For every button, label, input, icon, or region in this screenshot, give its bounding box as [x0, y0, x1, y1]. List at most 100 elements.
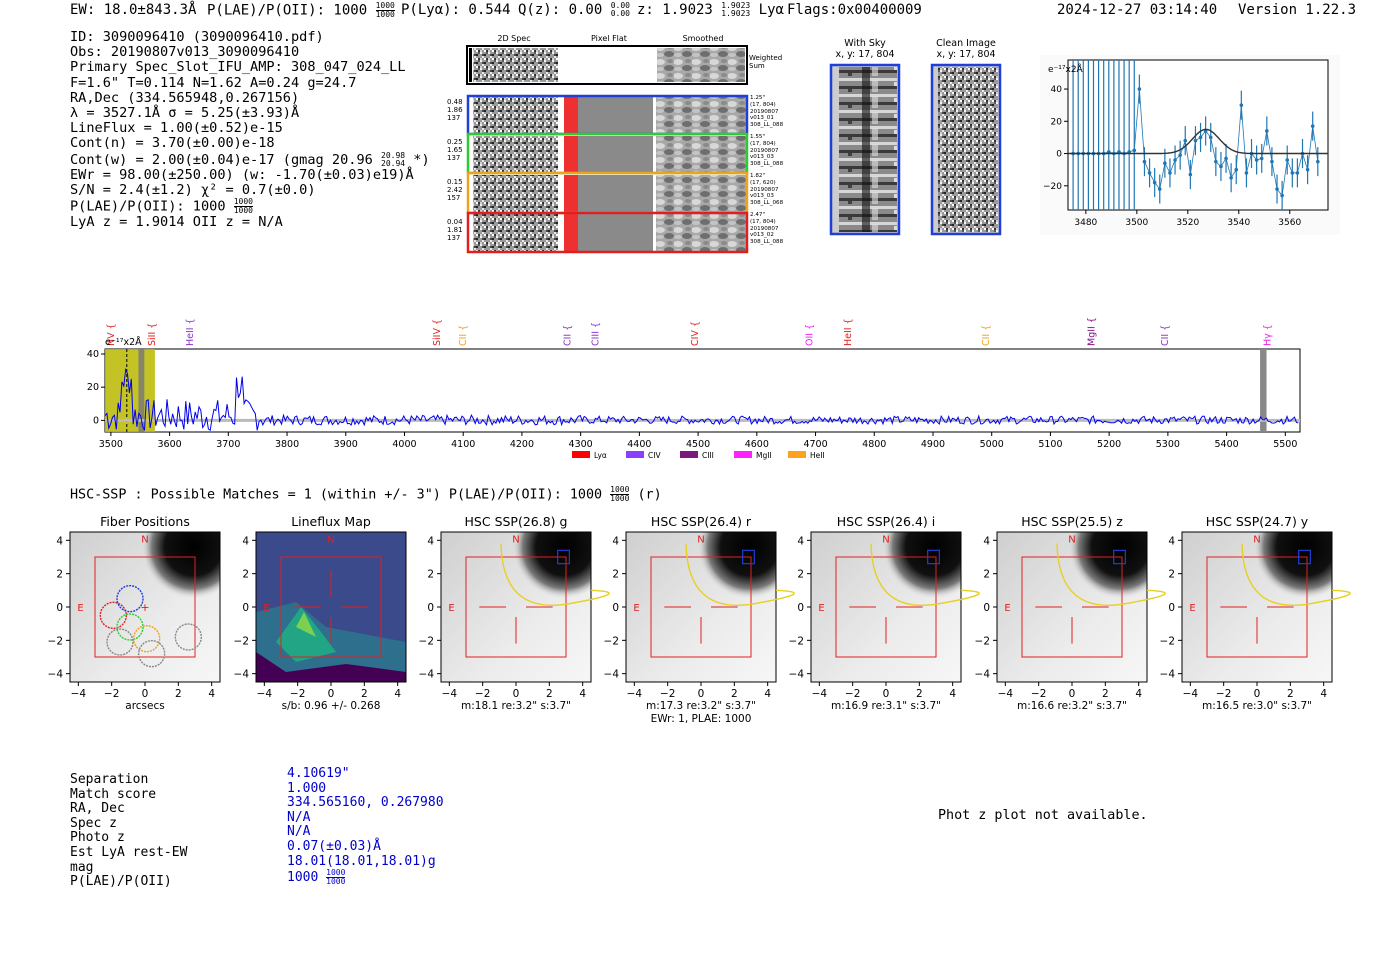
- match-box: [557, 549, 570, 565]
- compass-e: E: [633, 603, 639, 614]
- x-tick-label: 4800: [862, 439, 886, 450]
- compass-n: N: [327, 534, 334, 545]
- fiber-circle: [132, 624, 161, 653]
- match-ellipse: [1056, 543, 1166, 606]
- y-tick-label: 0: [797, 602, 804, 614]
- x-tick-label: 4600: [745, 439, 769, 450]
- compass-e: E: [1189, 603, 1195, 614]
- panel-caption-2: EWr: 1, PLAE: 1000: [651, 713, 752, 725]
- photz-note: Phot z plot not available.: [938, 808, 1148, 823]
- x-tick-label: 4400: [627, 439, 651, 450]
- x-tick-label: 2: [1287, 688, 1294, 700]
- x-tick-label: 4300: [569, 439, 593, 450]
- x-tick-label: 5200: [1097, 439, 1121, 450]
- match-label-radec: RA, Dec: [70, 801, 125, 817]
- info-contn: Cont(n) = 3.70(±0.00)e-18: [70, 135, 275, 152]
- compass-e: E: [77, 603, 83, 614]
- aperture-box: [94, 556, 196, 658]
- match-ew: 0.07(±0.03)Å: [287, 838, 381, 854]
- panel-caption: s/b: 0.96 +/- 0.268: [282, 700, 381, 712]
- x-tick-label: 3700: [216, 439, 240, 450]
- x-tick-label: 3900: [334, 439, 358, 450]
- lineflux-low: [256, 652, 406, 682]
- y-tick-label: −4: [48, 669, 64, 681]
- zoom-scale-label: e⁻¹⁷x2Å: [1048, 63, 1084, 75]
- zoom-series: [1068, 60, 1328, 210]
- x-tick-label: −4: [71, 688, 87, 700]
- compass-n: N: [697, 534, 704, 545]
- hsc-panel-4: HSC SSP(26.4) i N E −4 −4 −2 −2 0 0 2 2 4 4 m:16.9 re…: [789, 514, 980, 712]
- y-tick-label: −4: [419, 669, 435, 681]
- x-tick-label: 2: [361, 688, 368, 700]
- info-lambda: λ = 3527.1Å σ = 5.25(±3.93)Å: [70, 105, 300, 122]
- y-tick-label: 4: [242, 535, 249, 547]
- y-tick-label: −2: [604, 635, 619, 647]
- match-label-ew: Est LyA rest-EW: [70, 844, 188, 860]
- row1-nums: 0.48 1.86 137: [447, 98, 463, 122]
- fiber-circle: [99, 601, 128, 630]
- x-tick-label: −2: [1216, 688, 1231, 700]
- legend-swatch: [626, 451, 644, 458]
- y-tick-label: −20: [1043, 182, 1062, 192]
- mask-band: [1260, 349, 1267, 432]
- fiber-circle: [137, 639, 166, 668]
- match-values: 4.10619" 1.000 334.565160, 0.267980 N/A …: [287, 766, 444, 886]
- x-tick-label: 2: [175, 688, 182, 700]
- x-tick-label: 0: [698, 688, 705, 700]
- y-tick-label: −2: [1160, 635, 1175, 647]
- y-tick-label: 2: [1168, 569, 1175, 581]
- row3-nums: 0.15 2.42 157: [447, 178, 463, 202]
- x-tick-label: −2: [475, 688, 490, 700]
- x-tick-label: −4: [812, 688, 828, 700]
- match-ellipse: [685, 543, 795, 606]
- panel-caption: m:16.5 re:3.0" s:3.7": [1202, 700, 1312, 712]
- row2-meta: 1.55" (17, 804) 20190807 v013_03 308_LL_088: [750, 134, 784, 168]
- x-tick-label: 0: [1254, 688, 1261, 700]
- x-tick-label: −4: [1183, 688, 1199, 700]
- x-tick-label: −4: [442, 688, 458, 700]
- panel-title: HSC SSP(24.7) y: [1206, 514, 1309, 529]
- line-label: MgII {: [1087, 317, 1098, 346]
- match-separation: 4.10619": [287, 766, 350, 781]
- panel-caption: arcsecs: [125, 700, 164, 712]
- x-tick-label: 3540: [1227, 218, 1250, 228]
- fiber-circle: [116, 584, 144, 613]
- panel-title: HSC SSP(26.4) i: [837, 514, 935, 529]
- legend-swatch: [572, 451, 590, 458]
- x-tick-label: 0: [328, 688, 335, 700]
- row4-meta: 2.47" (17, 804) 20190807 v013_02 308_LL_088: [750, 212, 784, 246]
- x-tick-label: 3500: [99, 439, 123, 450]
- header-datetime: 2024-12-27 03:14:40: [1057, 2, 1218, 18]
- line-label: NV {: [106, 323, 117, 346]
- cutout-row-2: [466, 132, 749, 175]
- line-label: SiIV {: [432, 319, 443, 346]
- x-tick-label: 4: [579, 688, 586, 700]
- y-tick-label: 2: [56, 569, 63, 581]
- y-tick-label: −2: [789, 635, 804, 647]
- match-box: [1298, 549, 1311, 565]
- full-spectrum-chart: 3500 3600 3700 3800 3900 4000 4100 4200 4300 4400…: [87, 317, 1301, 460]
- x-tick-label: 4: [1135, 688, 1142, 700]
- y-tick-label: 0: [983, 602, 990, 614]
- x-tick-label: 4: [208, 688, 215, 700]
- x-tick-label: 4: [1320, 688, 1327, 700]
- aperture-box: [1021, 556, 1123, 658]
- y-tick-label: 4: [56, 535, 63, 547]
- y-tick-label: −2: [48, 635, 63, 647]
- y-tick-label: 0: [242, 602, 249, 614]
- aperture-box: [280, 556, 382, 658]
- y-tick-label: 2: [612, 569, 619, 581]
- y-tick-label: 0: [612, 602, 619, 614]
- row4-nums: 0.04 1.81 137: [447, 218, 463, 242]
- compass-n: N: [512, 534, 519, 545]
- x-tick-label: −4: [627, 688, 643, 700]
- info-primary: Primary Spec_Slot_IFU_AMP: 308_047_024_L…: [70, 59, 406, 76]
- y-tick-label: 20: [1051, 117, 1063, 127]
- galaxy: [882, 532, 961, 599]
- compass-n: N: [882, 534, 889, 545]
- panel-title: Lineflux Map: [291, 514, 371, 529]
- panel-caption: m:16.9 re:3.1" s:3.7": [831, 700, 941, 712]
- y-tick-label: 0: [427, 602, 434, 614]
- info-sn: S/N = 2.4(±1.2) χ² = 0.7(±0.0): [70, 182, 316, 199]
- panel-caption: m:16.6 re:3.2" s:3.7": [1017, 700, 1127, 712]
